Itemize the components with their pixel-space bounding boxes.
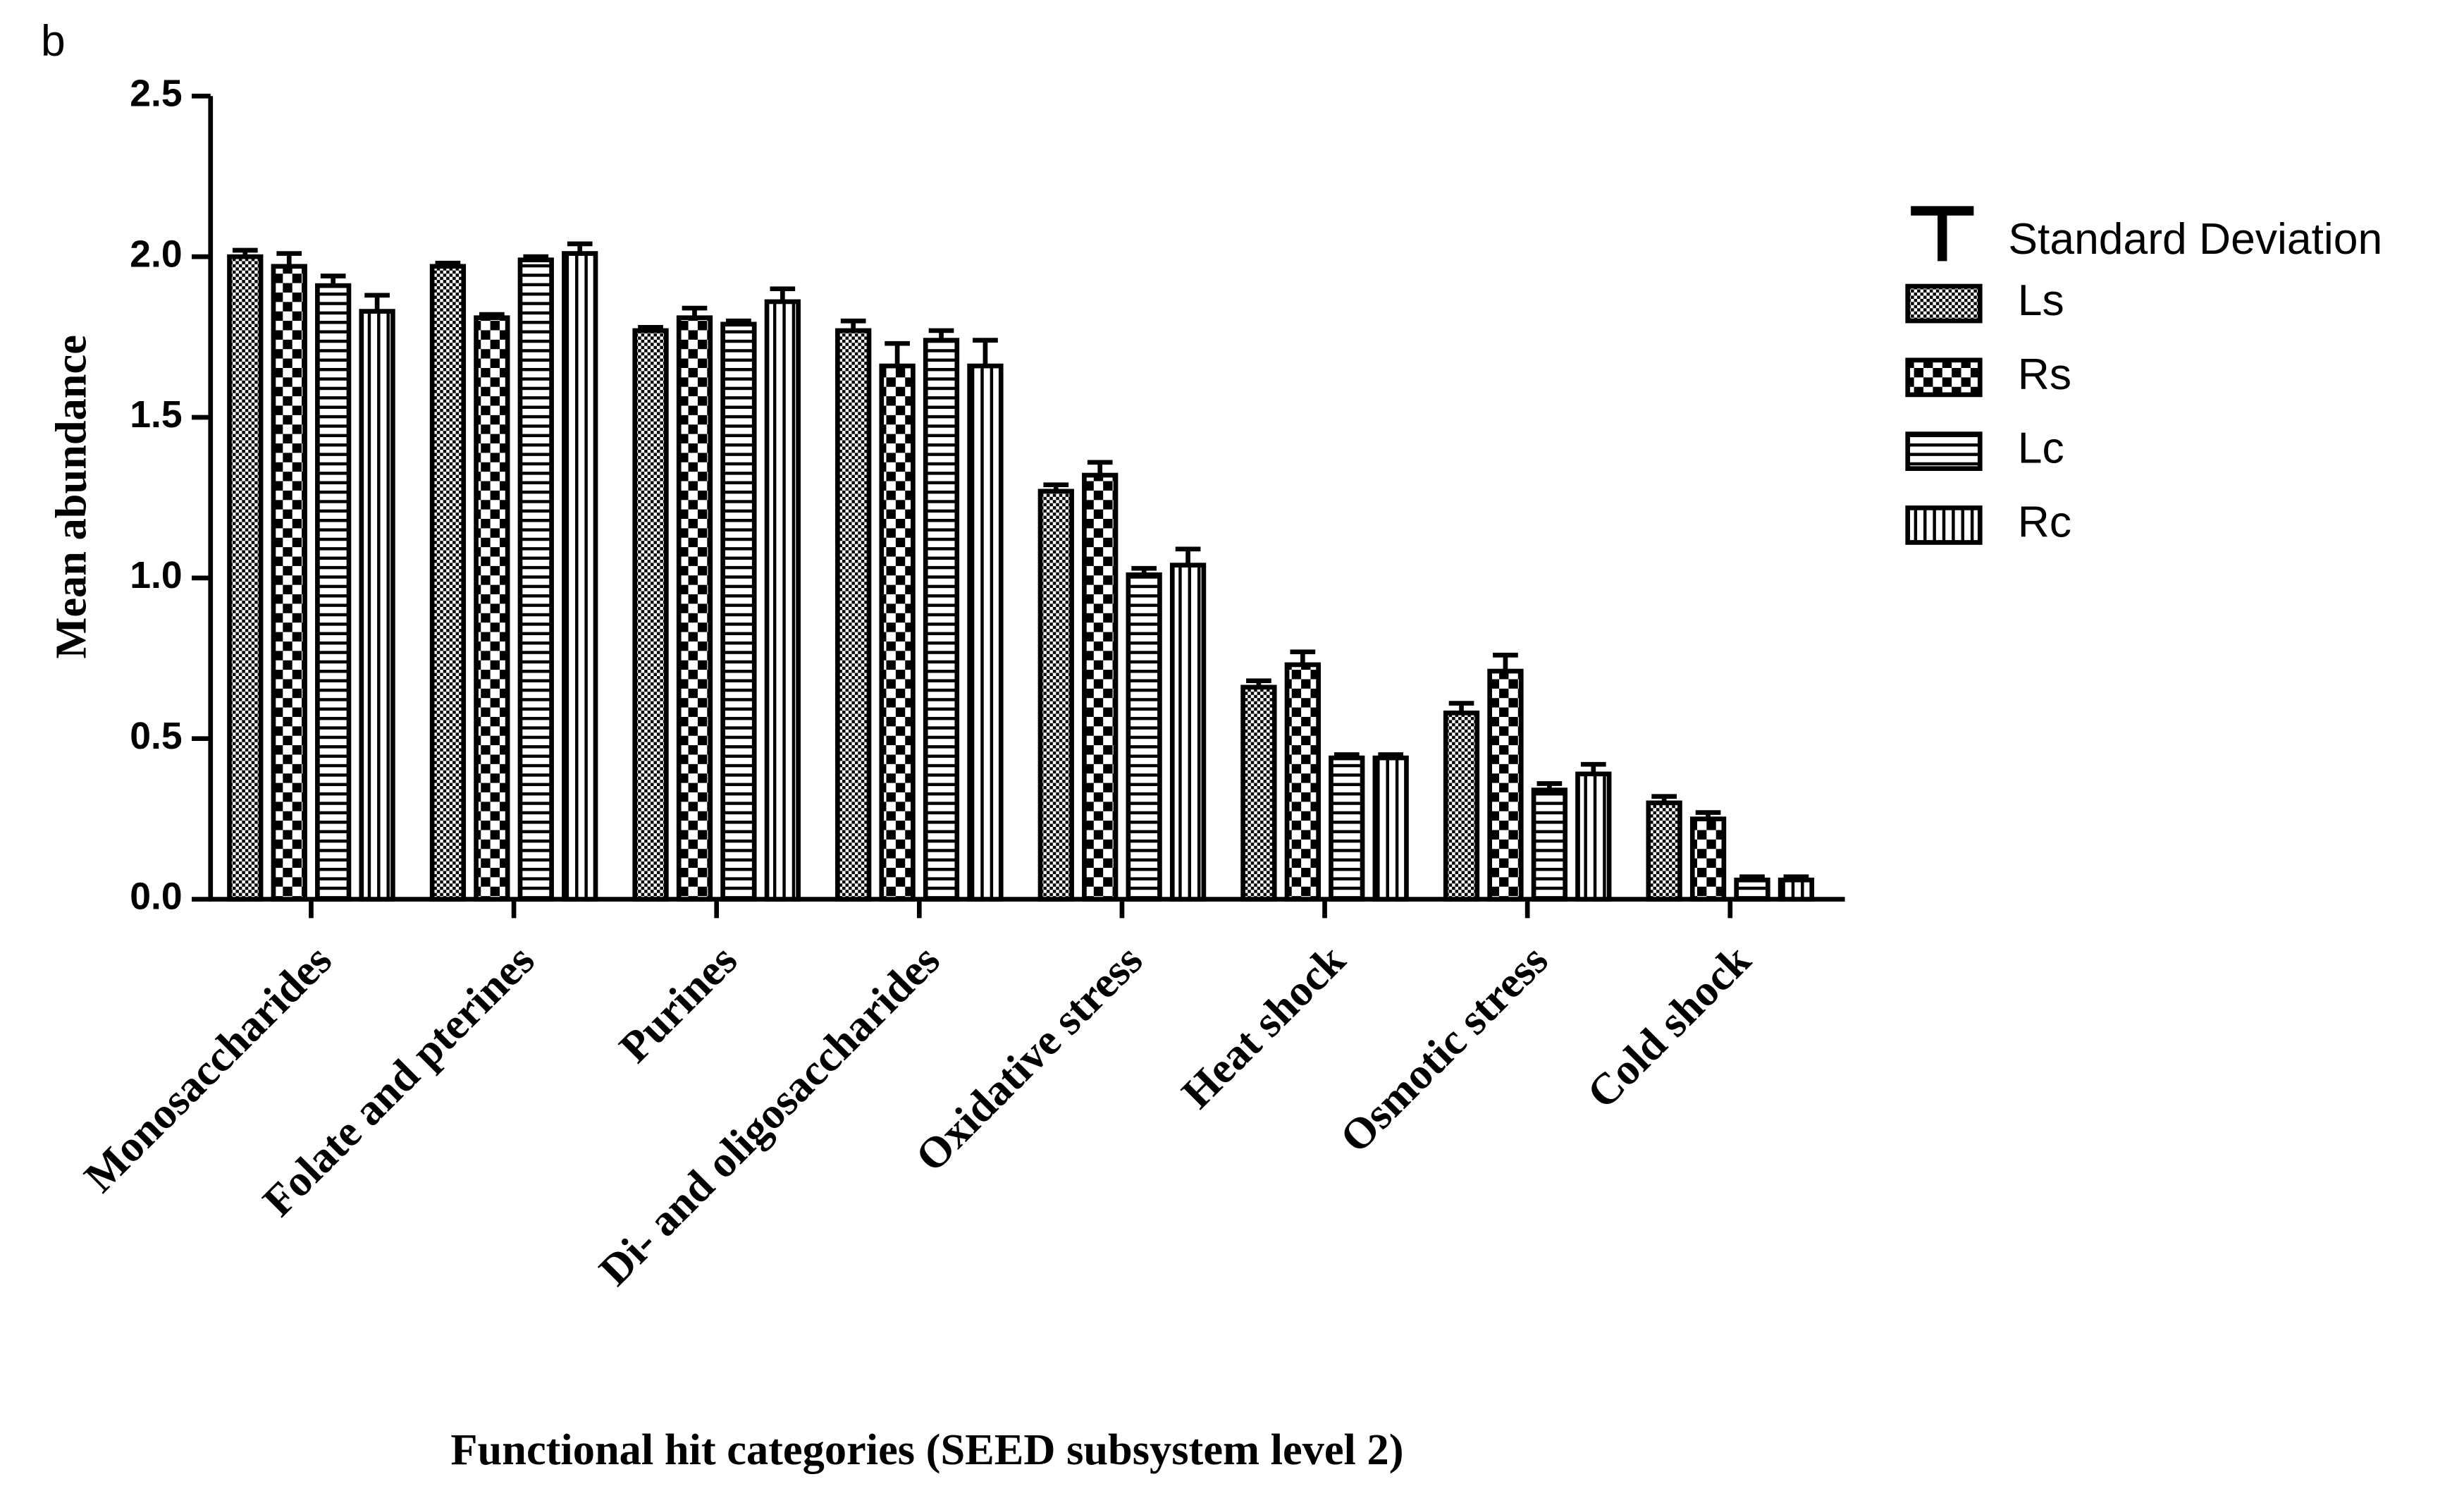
bar xyxy=(1372,755,1409,902)
panel-label: b xyxy=(41,16,66,66)
bar xyxy=(474,315,510,902)
error-bar xyxy=(885,341,910,367)
bar xyxy=(676,315,713,902)
bar xyxy=(879,363,916,902)
bar xyxy=(1284,662,1321,902)
y-tick-label: 2.0 xyxy=(130,233,182,275)
legend: Standard Deviation Ls Rs Lc Rc xyxy=(1905,206,2382,546)
bar xyxy=(359,309,395,902)
bar xyxy=(632,328,669,902)
bar xyxy=(271,264,307,902)
y-tick-label: 1.0 xyxy=(130,555,182,596)
bar xyxy=(1575,771,1612,902)
bar xyxy=(1169,563,1207,902)
legend-swatch xyxy=(1905,505,1983,545)
bar xyxy=(315,283,352,902)
y-tick-label: 1.5 xyxy=(130,394,182,436)
bar xyxy=(1329,755,1365,902)
legend-error-label: Standard Deviation xyxy=(2008,214,2382,264)
bar xyxy=(1443,710,1480,902)
legend-swatch xyxy=(1905,283,1983,324)
y-axis-title: Mean abundance xyxy=(46,335,95,658)
bar xyxy=(923,338,960,902)
bar xyxy=(764,299,801,902)
bar xyxy=(1037,489,1074,902)
bar xyxy=(1531,787,1568,902)
bar xyxy=(720,321,757,902)
x-tick-label: Osmotic stress xyxy=(1331,935,1558,1162)
x-tick-label: Cold shock xyxy=(1577,935,1760,1117)
legend-swatch xyxy=(1905,431,1983,472)
bar xyxy=(1734,877,1770,902)
x-tick-label: Di- and oligosaccharides xyxy=(589,935,949,1294)
bar xyxy=(835,328,872,902)
bar xyxy=(1240,685,1277,902)
bar xyxy=(1778,877,1815,902)
error-bar xyxy=(364,293,390,312)
legend-label: Lc xyxy=(2018,424,2064,473)
bar xyxy=(1126,572,1162,902)
legend-label: Rs xyxy=(2018,350,2071,399)
legend-label: Ls xyxy=(2018,276,2064,325)
bar xyxy=(1646,800,1682,902)
error-bar xyxy=(1493,652,1518,672)
x-tick-label: Heat shock xyxy=(1172,935,1355,1117)
y-tick-label: 2.5 xyxy=(130,73,182,114)
x-tick-label: Purines xyxy=(610,935,746,1072)
bar xyxy=(1689,816,1727,902)
bar xyxy=(227,254,264,902)
bar xyxy=(517,257,554,902)
error-bar xyxy=(973,338,998,367)
error-bar xyxy=(1175,546,1201,565)
bar xyxy=(429,264,467,902)
bar xyxy=(967,363,1004,902)
legend-swatch xyxy=(1905,357,1983,398)
bar xyxy=(1082,472,1119,902)
bar xyxy=(1487,668,1524,902)
legend-error-symbol xyxy=(1911,206,1974,262)
x-axis-title: Functional hit categories (SEED subsyste… xyxy=(450,1425,1403,1474)
y-tick-label: 0.5 xyxy=(130,716,182,757)
legend-label: Rc xyxy=(2018,497,2071,546)
y-tick-label: 0.0 xyxy=(130,876,182,918)
bar xyxy=(562,251,598,902)
